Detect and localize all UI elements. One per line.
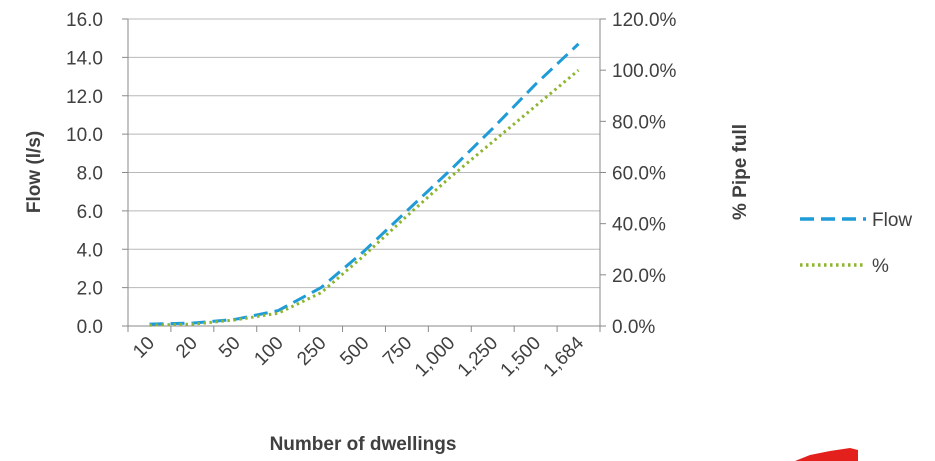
right-tick-label: 20.0%: [612, 266, 666, 287]
left-tick-label: 14.0: [66, 48, 103, 69]
series-layer: [149, 42, 580, 327]
x-tick-label: 500: [336, 333, 373, 370]
x-tick-label: 1,250: [454, 333, 502, 381]
right-tick-label: 100.0%: [612, 61, 677, 82]
right-tick-label: 0.0%: [612, 317, 655, 338]
left-tick-label: 16.0: [66, 10, 103, 31]
right-tick-label: 80.0%: [612, 112, 666, 133]
x-tick-label: 50: [215, 333, 245, 363]
y2-axis-title: % Pipe full: [730, 124, 751, 220]
x-axis-title: Number of dwellings: [270, 434, 457, 455]
right-tick-label: 120.0%: [612, 10, 677, 31]
left-tick-label: 8.0: [77, 164, 103, 185]
left-tick-label: 6.0: [77, 202, 103, 223]
red-stroke-shape: [795, 448, 858, 461]
series-line-flow: [149, 42, 580, 326]
x-tick-label: 1,500: [497, 333, 545, 381]
left-axis-ticks: 0.0 2.0 4.0 6.0 8.0 10.0 12.0 14.0 16.0: [66, 10, 128, 338]
x-tick-label: 750: [379, 333, 416, 370]
left-tick-label: 12.0: [66, 87, 103, 108]
x-tick-label: 250: [293, 333, 330, 370]
right-tick-label: 40.0%: [612, 215, 666, 236]
x-tick-label: 20: [172, 333, 202, 363]
right-tick-label: 60.0%: [612, 164, 666, 185]
legend-label-percent: %: [872, 256, 889, 277]
x-tick-label: 10: [129, 333, 159, 363]
gridlines: [128, 18, 600, 289]
x-tick-label: 100: [250, 333, 287, 370]
left-tick-label: 0.0: [77, 317, 103, 338]
x-tick-label: 1,684: [540, 332, 589, 381]
left-tick-label: 10.0: [66, 125, 103, 146]
legend: Flow %: [800, 210, 912, 277]
right-axis-ticks: 0.0% 20.0% 40.0% 60.0% 80.0% 100.0% 120.0%: [600, 10, 677, 338]
red-mark-decoration: [795, 448, 858, 461]
left-tick-label: 4.0: [77, 240, 103, 261]
left-tick-label: 2.0: [77, 279, 103, 300]
y-axis-title: Flow (l/s): [24, 131, 45, 213]
legend-label-flow: Flow: [872, 210, 912, 231]
x-tick-label: 1,000: [411, 333, 459, 381]
